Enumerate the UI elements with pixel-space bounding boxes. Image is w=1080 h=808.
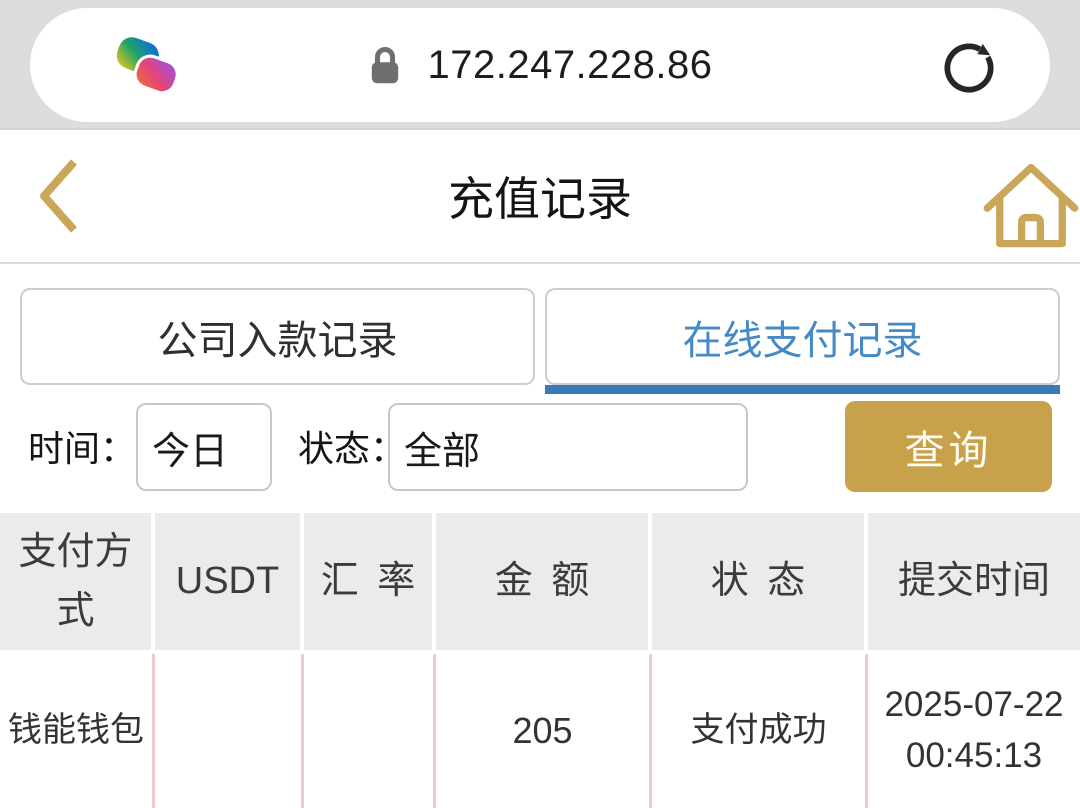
header-amount: 金 额 [436,513,652,650]
header-submit-time: 提交时间 [868,513,1080,650]
status-select[interactable]: 全部 [388,403,748,491]
header-rate: 汇 率 [304,513,436,650]
tab-online-payment[interactable]: 在线支付记录 [545,288,1060,385]
page-header: 充值记录 [0,130,1080,264]
tab-company-deposit[interactable]: 公司入款记录 [20,288,535,385]
records-table: 支付方式 USDT 汇 率 金 额 状 态 提交时间 钱能钱包 205 支付成功… [0,513,1080,808]
refresh-icon[interactable] [936,34,1002,100]
time-filter-label: 时间： [28,428,137,469]
lock-icon [372,47,399,84]
time-select[interactable]: 今日 [136,403,272,491]
active-tab-underline [545,385,1060,394]
cell-submit-date: 2025-07-22 [884,685,1064,725]
filter-bar: 时间： 今日 状态： 全部 查询 [0,400,1080,495]
header-payment-method: 支付方式 [0,513,155,650]
home-icon[interactable] [978,154,1080,254]
cell-submit-time: 2025-07-22 00:45:13 [868,654,1080,808]
table-row: 钱能钱包 205 支付成功 2025-07-22 00:45:13 [0,654,1080,808]
page-title: 充值记录 [448,173,632,225]
cell-usdt [155,654,304,808]
cell-status: 支付成功 [652,654,868,808]
copilot-logo-icon[interactable] [114,33,180,97]
url-text[interactable]: 172.247.228.86 [427,42,713,87]
query-button[interactable]: 查询 [845,401,1052,492]
header-usdt: USDT [155,513,304,650]
cell-rate [304,654,436,808]
table-header-row: 支付方式 USDT 汇 率 金 额 状 态 提交时间 [0,513,1080,650]
header-status: 状 态 [652,513,868,650]
record-tabs: 公司入款记录 在线支付记录 [0,288,1080,394]
cell-amount: 205 [436,654,652,808]
browser-chrome: 172.247.228.86 [0,0,1080,130]
cell-payment-method: 钱能钱包 [0,654,155,808]
back-chevron-icon[interactable] [36,157,80,235]
address-bar[interactable]: 172.247.228.86 [30,8,1050,122]
cell-submit-clock: 00:45:13 [905,736,1043,775]
